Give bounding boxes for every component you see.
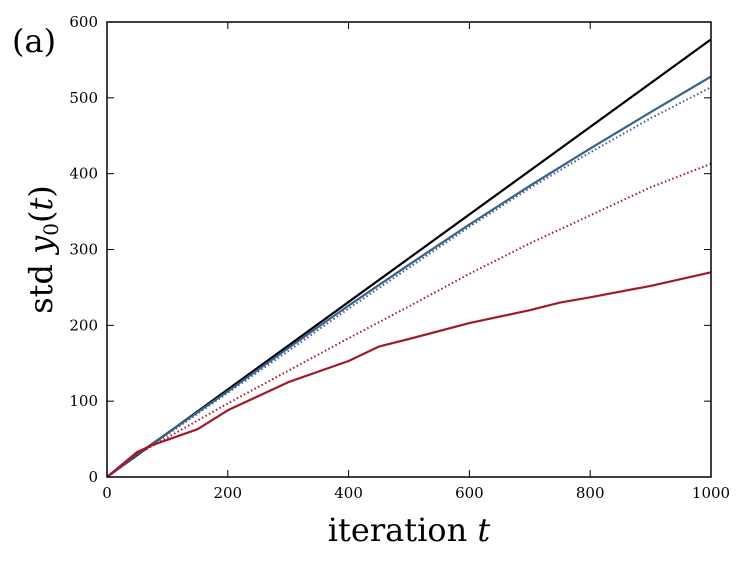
y-tick-label: 300: [69, 241, 98, 259]
y-tick-label: 400: [69, 165, 98, 183]
x-tick-label: 1000: [692, 484, 730, 502]
panel-label: (a): [12, 22, 56, 60]
ticks-layer: 0 200 400 600 800 1000 0 100 200 300 400 500 600: [69, 13, 730, 502]
y-axis-label-var: y: [22, 235, 60, 256]
y-axis-label: std y0(t): [22, 185, 63, 314]
series-line-3: [106, 86, 712, 478]
y-axis-label-arg: (: [22, 211, 60, 223]
x-tick-label: 0: [102, 484, 112, 502]
y-axis-label-t: t: [22, 198, 60, 211]
plot-frame: [106, 21, 712, 478]
y-axis-label-close: ): [22, 185, 60, 197]
y-axis-label-sub: 0: [39, 223, 63, 236]
x-tick-label: 600: [455, 484, 484, 502]
series-layer: [106, 38, 712, 478]
series-line-4: [106, 162, 712, 478]
y-tick-label: 500: [69, 89, 98, 107]
series-line-2: [106, 75, 712, 478]
y-axis-label-std: std: [22, 254, 60, 314]
x-tick-label: 200: [213, 484, 242, 502]
y-tick-label: 100: [69, 392, 98, 410]
x-axis-label-word: iteration: [328, 511, 478, 549]
series-line-5: [106, 271, 712, 478]
y-tick-label: 600: [69, 13, 98, 31]
x-axis-label: iteration t: [328, 511, 491, 549]
y-tick-label: 0: [88, 468, 98, 486]
x-axis-label-symbol: t: [477, 511, 490, 549]
x-tick-label: 800: [576, 484, 605, 502]
x-tick-label: 400: [334, 484, 363, 502]
y-tick-label: 200: [69, 316, 98, 334]
